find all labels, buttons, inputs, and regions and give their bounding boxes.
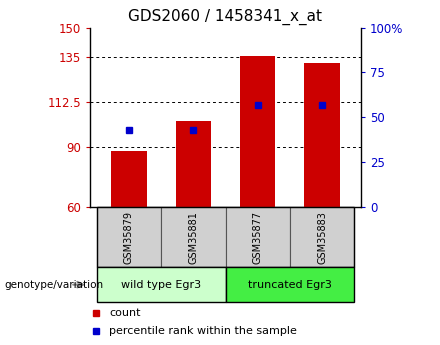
Bar: [111, 151, 147, 207]
Bar: [97, 267, 225, 302]
Text: GSM35881: GSM35881: [188, 211, 198, 264]
Text: truncated Egr3: truncated Egr3: [248, 280, 332, 289]
Bar: [304, 63, 340, 207]
Text: GSM35877: GSM35877: [253, 211, 263, 264]
Bar: [240, 56, 275, 207]
Text: genotype/variation: genotype/variation: [4, 280, 103, 289]
Text: percentile rank within the sample: percentile rank within the sample: [109, 326, 297, 335]
Bar: [176, 121, 211, 207]
Text: GSM35883: GSM35883: [317, 211, 327, 264]
Bar: [225, 267, 354, 302]
Title: GDS2060 / 1458341_x_at: GDS2060 / 1458341_x_at: [128, 9, 323, 25]
Text: wild type Egr3: wild type Egr3: [121, 280, 201, 289]
Bar: [225, 207, 290, 267]
Text: GSM35879: GSM35879: [124, 211, 134, 264]
Bar: [161, 207, 225, 267]
Bar: [97, 207, 161, 267]
Bar: [290, 207, 354, 267]
Text: count: count: [109, 308, 141, 318]
